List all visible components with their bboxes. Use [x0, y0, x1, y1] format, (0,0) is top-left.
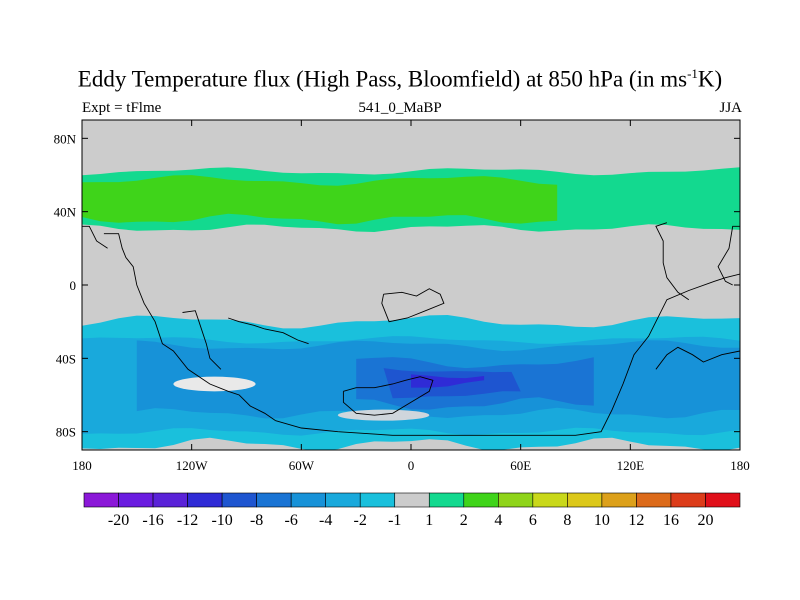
colorbar-label: -12: [177, 512, 198, 529]
field-nh_band_core: [82, 175, 558, 225]
colorbar-box: [152, 492, 188, 508]
x-tick-label: 60W: [289, 458, 315, 473]
colorbar-box: [325, 492, 361, 508]
colorbar-box: [256, 492, 292, 508]
coastline-segment: [82, 225, 108, 249]
colorbar-label: -20: [108, 512, 129, 529]
colorbar-label: 8: [563, 512, 571, 529]
coastline-segment: [655, 346, 740, 370]
colorbar-label: -10: [211, 512, 232, 529]
y-tick-label: 40S: [56, 351, 76, 366]
coastline-segment: [228, 317, 309, 345]
colorbar-label: 1: [425, 512, 433, 529]
coastline-segment: [717, 225, 740, 286]
colorbar-label: -2: [354, 512, 367, 529]
field-sh_core_3: [411, 374, 485, 388]
colorbar-box: [567, 492, 603, 508]
colorbar-box: [498, 492, 534, 508]
colorbar-box: [290, 492, 326, 508]
colorbar-box: [221, 492, 257, 508]
run-id-label: 541_0_MaBP: [358, 100, 442, 116]
x-tick-label: 120W: [176, 458, 209, 473]
coastline-segment: [655, 222, 690, 301]
colorbar-box: [705, 492, 741, 508]
colorbar-label: 10: [594, 512, 610, 529]
colorbar: -20 -16 -12 -10 -8 -6 -4 -2 -1 1 2 4 6 8 10 12 16 20: [83, 492, 741, 529]
coastline: [82, 222, 740, 436]
y-tick-label: 80N: [54, 131, 77, 146]
colorbar-label: 12: [628, 512, 644, 529]
x-tick-label: 0: [408, 458, 415, 473]
colorbar-label: -1: [388, 512, 401, 529]
season-label: JJA: [719, 100, 742, 116]
coastline-segment: [275, 273, 740, 436]
y-tick-label: 40N: [54, 205, 77, 220]
colorbar-box: [394, 492, 430, 508]
coastline-segment: [103, 233, 276, 422]
experiment-label: Expt = tFlme: [82, 100, 162, 116]
y-tick-label: 0: [70, 278, 77, 293]
colorbar-label: 2: [460, 512, 468, 529]
colorbar-box: [118, 492, 154, 508]
colorbar-box: [601, 492, 637, 508]
coastline-segment: [381, 288, 445, 323]
colorbar-box: [359, 492, 396, 508]
field-weak-pocket: [173, 376, 256, 392]
x-tick-label: 60E: [510, 458, 531, 473]
field-weak-pocket: [337, 409, 430, 421]
colorbar-label: 6: [529, 512, 537, 529]
colorbar-box: [187, 492, 223, 508]
chart-title: Eddy Temperature flux (High Pass, Bloomf…: [0, 66, 800, 93]
x-tick-label: 180: [730, 458, 750, 473]
colorbar-box: [428, 492, 465, 508]
colorbar-label: 4: [494, 512, 502, 529]
colorbar-label: 20: [697, 512, 713, 529]
chart-title-text: Eddy Temperature flux (High Pass, Bloomf…: [77, 66, 688, 92]
field-contours: [82, 167, 740, 450]
y-tick-label: 80S: [56, 425, 76, 440]
x-tick-label: 120E: [617, 458, 645, 473]
colorbar-box: [636, 492, 672, 508]
colorbar-label: -8: [250, 512, 263, 529]
chart-title-superscript: -1: [687, 66, 698, 81]
colorbar-box: [83, 492, 119, 508]
coastline-segment: [182, 310, 222, 370]
colorbar-box: [532, 492, 568, 508]
colorbar-box: [670, 492, 706, 508]
axis-ticks: 180 120W 60W 0 60E 120E 180 80N 40N 0 40S 80S: [54, 120, 750, 473]
colorbar-label: 16: [663, 512, 679, 529]
colorbar-label: -16: [142, 512, 163, 529]
coastline-segment: [342, 376, 434, 416]
colorbar-box: [463, 492, 499, 508]
colorbar-label: -4: [319, 512, 332, 529]
colorbar-label: -6: [284, 512, 297, 529]
x-tick-label: 180: [72, 458, 92, 473]
chart-title-unit: K): [697, 66, 723, 92]
